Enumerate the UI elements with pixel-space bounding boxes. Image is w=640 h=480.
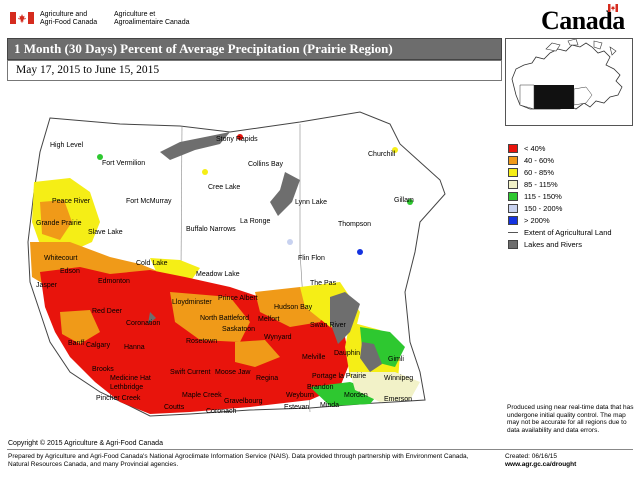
city-label: High Level [50,142,84,149]
city-label: Hanna [124,344,145,351]
city-label: Slave Lake [88,229,123,236]
city-label: Edson [60,268,80,275]
city-label: Fort McMurray [126,198,172,205]
footer-divider [7,449,633,450]
city-label: Jasper [36,282,58,289]
canada-flag-icon [10,12,34,24]
legend-swatch [508,180,518,189]
city-label: Cold Lake [136,260,168,267]
date-range: May 17, 2015 to June 15, 2015 [16,64,160,76]
created-date: Created: 06/16/15 [505,453,558,460]
agency-name-english: Agriculture and Agri-Food Canada [40,11,98,26]
city-label: Flin Flon [298,255,325,262]
wordmark-flag-icon [608,4,618,12]
website-link[interactable]: www.agr.gc.ca/drought [505,461,577,468]
city-label: Regina [256,375,279,382]
legend-line-swatch [508,232,518,233]
city-label: Gravelbourg [224,398,263,405]
city-label: Grande Prairie [36,220,82,227]
city-label: Melville [302,354,326,361]
legend-swatch [508,168,518,177]
copyright: Copyright © 2015 Agriculture & Agri-Food… [8,440,163,447]
city-label: Brooks [92,366,114,373]
city-label: Wynyard [264,334,292,341]
canada-inset-map [505,38,633,126]
city-label: Winnipeg [384,375,414,382]
city-label: Swan River [310,322,346,329]
city-label: Hudson Bay [274,304,313,311]
city-label: Gimli [388,356,404,363]
legend-swatch [508,144,518,153]
legend-swatch [508,192,518,201]
city-label: Medicine Hat [110,375,151,382]
legend-swatch [508,240,518,249]
legend-label: 40 - 60% [524,156,555,165]
city-label: Coutts [164,404,185,411]
city-label: Pincher Creek [96,395,141,402]
city-label: Coronation [126,320,161,327]
legend-label: Extent of Agricultural Land [524,228,612,237]
city-label: Brandon [307,384,334,391]
city-label: Whitecourt [44,255,78,262]
city-label: Weyburn [286,392,314,399]
legend-swatch [508,216,518,225]
city-label: Banff [68,340,85,347]
city-label: Rosetown [186,338,218,345]
city-label: Buffalo Narrows [186,226,236,233]
city-label: Lloydminster [172,299,212,306]
city-label: Moose Jaw [215,369,251,376]
city-label: Edmonton [98,278,130,285]
precipitation-map-svg [27,111,446,417]
legend-label: Lakes and Rivers [524,240,582,249]
legend-label: 85 - 115% [524,180,558,189]
city-label: Churchill [368,151,396,158]
city-label: Dauphin [334,350,361,357]
city-label: Saskatoon [222,326,256,333]
city-label: Cree Lake [208,184,241,191]
title-bar [7,38,502,60]
legend-swatch [508,156,518,165]
canada-inset-svg [511,38,623,110]
legend-label: 115 - 150% [524,192,562,201]
city-label: Swift Current [170,369,211,376]
city-label: Portage la Prairie [312,373,367,380]
legend-label: 150 - 200% [524,204,563,213]
city-label: Lynn Lake [295,199,328,206]
disclaimer: Produced using near real-time data that … [507,404,634,434]
city-label: Morden [344,392,368,399]
city-label: Maple Creek [182,392,222,399]
legend-swatch [508,204,518,213]
city-label: Lethbridge [110,384,144,391]
legend-label: 60 - 85% [524,168,555,177]
city-label: North Battleford [200,315,250,322]
city-label: Prince Albert [218,295,258,302]
legend-label: < 40% [524,144,546,153]
city-label: Thompson [338,221,372,228]
city-label: Coronach [206,408,237,415]
city-label: Stony Rapids [216,136,258,143]
header: Agriculture and Agri-Food Canada Agricul… [0,0,640,38]
city-label: Melfort [258,316,280,323]
city-label: Calgary [86,342,111,349]
city-label: Peace River [52,198,91,205]
city-label: The Pas [310,280,337,287]
precipitation-map: High Level Fort Vermilion Stony Rapids C… [0,82,500,437]
city-label: La Ronge [240,218,271,225]
city-label: Fort Vermilion [102,160,146,167]
prepared-by-note: Prepared by Agriculture and Agri-Food Ca… [8,453,469,468]
city-label: Estevan [284,404,310,411]
date-range-box [7,60,502,81]
map-title: 1 Month (30 Days) Percent of Average Pre… [14,41,393,56]
city-label: Gillam [394,197,414,204]
city-label: Red Deer [92,308,122,315]
city-label: Minda [320,402,340,409]
legend-label: > 200% [524,216,550,225]
city-label: Meadow Lake [196,271,240,278]
city-label: Emerson [384,396,413,403]
city-label: Collins Bay [248,161,284,168]
agency-name-french: Agriculture et Agroalimentaire Canada [114,11,190,26]
